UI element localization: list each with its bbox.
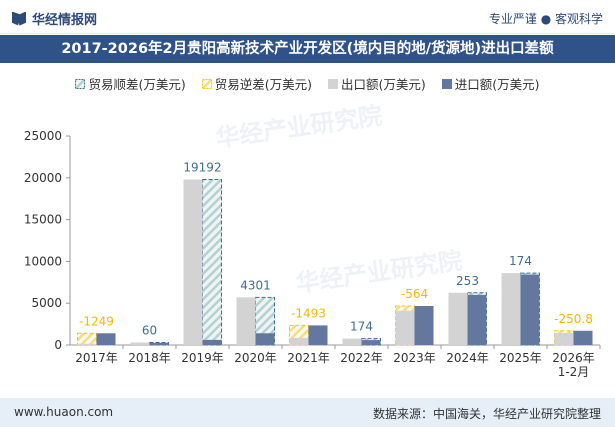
chart: 华经产业研究院 华经产业研究院 0 5000 10000 15000 20000 2500… <box>24 102 601 379</box>
export-bar <box>342 338 362 345</box>
import-bar <box>308 325 328 345</box>
chart-title: 2017-2026年2月贵阳高新技术产业开发区(境内目的地/货源地)进出口差额 <box>0 35 615 63</box>
data-label: 60 <box>142 323 157 337</box>
data-label: 19192 <box>183 160 221 174</box>
export-bar <box>554 332 574 345</box>
x-tick-label: 2020年 <box>234 351 277 365</box>
y-tick-label: 20000 <box>24 171 62 185</box>
export-bar <box>289 337 309 345</box>
x-tick-label: 2025年 <box>499 351 542 365</box>
slogan: 专业严谨 ● 客观科学 <box>488 12 603 26</box>
data-label: -250.8 <box>554 312 593 326</box>
data-label: 4301 <box>240 278 271 292</box>
data-label: 174 <box>509 254 532 268</box>
export-bar <box>448 292 468 345</box>
data-label: -1493 <box>291 306 326 320</box>
import-bar <box>255 333 275 345</box>
x-tick-label: 2023年 <box>393 351 436 365</box>
footer: www.huaon.com 数据来源：中国海关，华经产业研究院整理 <box>0 398 615 427</box>
export-bar <box>183 179 203 345</box>
x-tick-label: 2021年 <box>287 351 330 365</box>
import-bar <box>149 342 169 345</box>
data-source: 数据来源：中国海关，华经产业研究院整理 <box>372 407 601 421</box>
x-tick-label: 2017年 <box>75 351 118 365</box>
y-tick-label: 10000 <box>24 254 62 268</box>
website-link[interactable]: www.huaon.com <box>14 405 114 419</box>
legend-deficit: 贸易逆差(万美元) <box>201 74 312 93</box>
logo[interactable]: 华经情报网 <box>12 9 97 28</box>
logo-icon <box>12 11 26 26</box>
import-bar <box>96 333 116 345</box>
deficit-bar <box>77 332 97 346</box>
x-tick-label: 2026年 <box>552 351 595 365</box>
import-bar <box>414 306 434 345</box>
export-bar <box>501 273 521 345</box>
watermark: 华经产业研究院 <box>214 102 384 153</box>
import-bar <box>520 274 540 345</box>
x-tick-label: 2024年 <box>446 351 489 365</box>
y-tick-label: 15000 <box>24 213 62 227</box>
data-label: -564 <box>401 287 428 301</box>
site-header: 华经情报网 专业严谨 ● 客观科学 <box>0 0 615 34</box>
export-bar <box>395 310 415 345</box>
data-label: -1249 <box>79 314 114 328</box>
export-bar <box>130 342 150 345</box>
y-tick-label: 5000 <box>31 296 62 310</box>
deficit-swatch <box>201 78 212 89</box>
x-tick-label: 2019年 <box>181 351 224 365</box>
surplus-bar <box>202 178 222 346</box>
import-swatch <box>441 78 452 89</box>
export-swatch <box>328 78 338 89</box>
export-bar <box>236 297 256 345</box>
legend-surplus: 贸易顺差(万美元) <box>75 74 186 93</box>
y-tick-label: 0 <box>54 338 62 352</box>
data-label: 253 <box>456 274 479 288</box>
watermark: 华经产业研究院 <box>294 247 464 298</box>
import-bar <box>202 339 222 345</box>
logo-text: 华经情报网 <box>32 13 98 28</box>
x-tick-label: 2022年 <box>340 351 383 365</box>
legend-export: 出口额(万美元) <box>328 74 426 93</box>
data-label: 174 <box>350 320 373 334</box>
x-tick-label: 1-2月 <box>558 365 590 379</box>
legend: 贸易顺差(万美元) 贸易逆差(万美元) 出口额(万美元) 进口额(万美元) <box>0 74 615 93</box>
import-bar <box>467 294 487 345</box>
import-bar <box>361 340 381 345</box>
x-tick-label: 2018年 <box>128 351 171 365</box>
import-bar <box>573 330 593 345</box>
y-tick-label: 25000 <box>24 129 62 143</box>
surplus-swatch <box>75 78 86 89</box>
legend-import: 进口额(万美元) <box>441 74 540 93</box>
export-bar <box>77 343 97 345</box>
